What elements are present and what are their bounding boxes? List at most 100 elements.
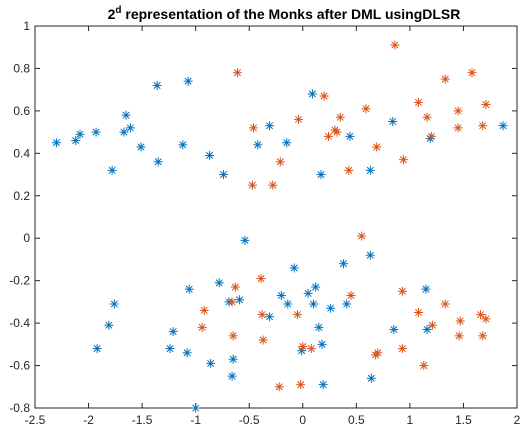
scatter-point-series-2	[335, 112, 345, 122]
scatter-point-series-1	[421, 284, 431, 294]
scatter-point-series-1	[276, 291, 286, 301]
scatter-point-series-1	[338, 259, 348, 269]
chart-title: 2d representation of the Monks after DML…	[108, 5, 461, 22]
scatter-point-series-1	[183, 76, 193, 86]
scatter-point-series-2	[275, 157, 285, 167]
scatter-point-series-1	[205, 150, 215, 160]
scatter-point-series-1	[109, 299, 119, 309]
scatter-point-series-2	[292, 310, 302, 320]
scatter-point-series-1	[314, 322, 324, 332]
scatter-point-series-2	[398, 155, 408, 165]
scatter-point-series-2	[413, 308, 423, 317]
scatter-point-series-1	[283, 299, 293, 309]
scatter-point-series-1	[119, 127, 129, 137]
plot-box	[34, 25, 518, 409]
scatter-point-series-2	[453, 106, 463, 116]
scatter-point-series-1	[388, 117, 398, 126]
chart-title-rest: representation of the Monks after DML us…	[122, 6, 461, 22]
scatter-point-series-1	[165, 344, 175, 354]
y-tick-label: 0.6	[13, 104, 30, 118]
x-tick-label: -2	[83, 413, 94, 427]
scatter-point-series-2	[422, 112, 432, 122]
x-tick-label: 0	[299, 413, 306, 427]
scatter-point-series-2	[413, 97, 423, 107]
scatter-point-series-1	[422, 324, 432, 334]
chart-title-superscript: d	[115, 5, 121, 16]
scatter-point-series-2	[455, 316, 465, 326]
scatter-point-series-2	[323, 131, 333, 141]
y-tick-label: 0	[23, 231, 30, 245]
scatter-point-series-1	[214, 278, 224, 288]
scatter-point-series-1	[121, 110, 131, 120]
scatter-point-series-2	[481, 100, 491, 110]
scatter-point-series-2	[440, 299, 450, 309]
scatter-point-series-1	[342, 299, 352, 309]
scatter-point-series-1	[125, 123, 135, 133]
y-tick-label: 1	[23, 19, 30, 33]
scatter-point-series-2	[257, 310, 267, 320]
scatter-point-series-1	[318, 380, 328, 390]
scatter-point-series-1	[51, 138, 61, 148]
plot-area	[34, 25, 518, 409]
scatter-point-series-1	[92, 344, 102, 354]
scatter-point-series-1	[235, 295, 245, 305]
chart-title-prefix: 2	[108, 6, 116, 22]
scatter-point-series-2	[298, 341, 308, 351]
scatter-point-series-2	[228, 331, 238, 341]
scatter-point-series-1	[219, 170, 229, 180]
y-tick-label: -0.4	[9, 316, 30, 330]
scatter-point-series-1	[71, 136, 81, 146]
x-tick-label: -2.5	[25, 413, 46, 427]
scatter-point-series-1	[168, 327, 178, 337]
scatter-point-series-2	[332, 127, 342, 137]
scatter-point-series-1	[184, 284, 194, 294]
scatter-point-series-1	[365, 250, 375, 260]
y-tick-label: 0.8	[13, 61, 30, 75]
scatter-point-series-2	[230, 282, 240, 292]
scatter-point-series-2	[197, 322, 207, 332]
scatter-point-series-1	[228, 354, 238, 364]
scatter-point-series-1	[311, 282, 321, 292]
scatter-point-series-2	[397, 344, 407, 354]
points-layer	[51, 40, 508, 413]
scatter-point-series-1	[104, 320, 114, 330]
scatter-point-series-2	[373, 348, 383, 358]
scatter-point-series-2	[247, 180, 257, 190]
scatter-point-series-2	[258, 335, 268, 345]
scatter-point-series-1	[153, 157, 163, 167]
x-tick-label: -1	[190, 413, 201, 427]
scatter-point-series-1	[365, 165, 375, 175]
x-tick-label: 0.5	[348, 413, 365, 427]
scatter-point-series-1	[75, 129, 85, 139]
scatter-point-series-1	[303, 288, 313, 298]
scatter-point-series-1	[345, 131, 355, 141]
scatter-point-series-2	[256, 274, 266, 284]
scatter-point-series-1	[152, 80, 162, 90]
y-tick-label: -0.8	[9, 401, 30, 415]
scatter-point-series-2	[440, 74, 450, 84]
scatter-point-series-1	[178, 140, 188, 150]
scatter-point-series-2	[249, 123, 259, 133]
scatter-point-series-2	[453, 123, 463, 133]
scatter-point-series-1	[307, 89, 317, 99]
scatter-point-series-2	[481, 314, 491, 324]
scatter-point-series-1	[389, 324, 399, 334]
x-axis: -2.5 -2 -1.5 -1 -0.5 0 0.5 1 1.5 2	[25, 26, 521, 427]
x-tick-label: 1.5	[455, 413, 472, 427]
scatter-point-series-1	[227, 371, 237, 381]
scatter-point-series-2	[426, 131, 436, 141]
scatter-point-series-1	[282, 138, 292, 148]
scatter-point-series-2	[419, 361, 429, 371]
y-tick-label: -0.6	[9, 359, 30, 373]
scatter-point-series-2	[293, 114, 303, 124]
scatter-point-series-1	[240, 235, 250, 245]
y-tick-label: 0.4	[13, 146, 30, 160]
scatter-point-series-2	[357, 231, 367, 241]
scatter-point-series-2	[372, 142, 382, 152]
scatter-point-series-2	[319, 91, 329, 101]
scatter-point-series-2	[346, 291, 356, 301]
scatter-point-series-1	[265, 121, 275, 131]
scatter-point-series-1	[136, 142, 146, 152]
scatter-point-series-1	[316, 170, 326, 180]
